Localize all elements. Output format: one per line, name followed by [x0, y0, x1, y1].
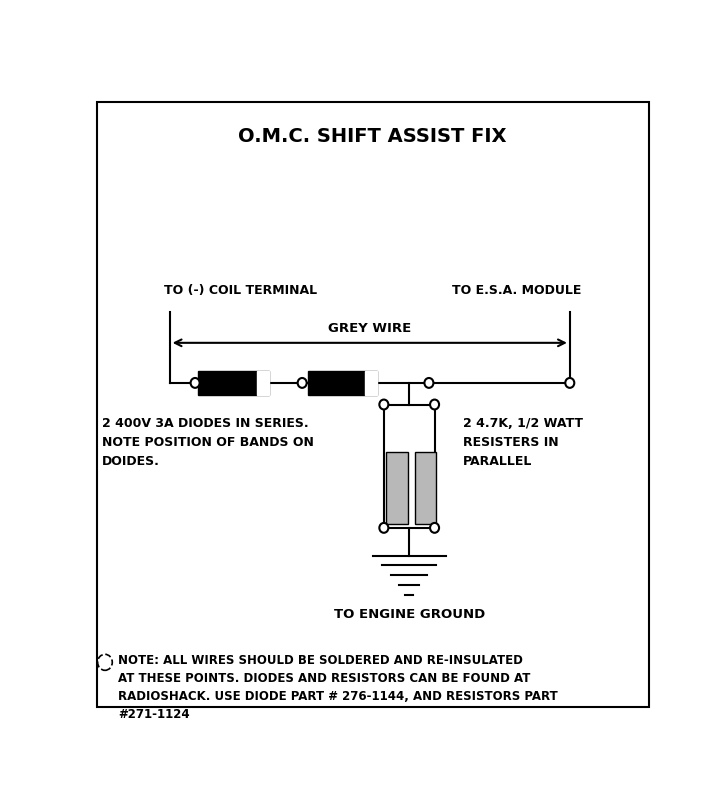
Circle shape	[379, 523, 388, 533]
Bar	[386, 452, 408, 524]
Text: GREY WIRE: GREY WIRE	[328, 323, 411, 336]
Text: TO (-) COIL TERMINAL: TO (-) COIL TERMINAL	[164, 284, 317, 296]
Bar	[415, 452, 436, 524]
Bar	[308, 371, 377, 395]
Circle shape	[430, 523, 439, 533]
Text: O.M.C. SHIFT ASSIST FIX: O.M.C. SHIFT ASSIST FIX	[238, 127, 507, 146]
Text: 2 400V 3A DIODES IN SERIES.
NOTE POSITION OF BANDS ON
DOIDES.: 2 400V 3A DIODES IN SERIES. NOTE POSITIO…	[102, 417, 314, 468]
Circle shape	[425, 378, 433, 388]
Bar	[365, 371, 377, 395]
Circle shape	[97, 654, 112, 670]
Text: TO ENGINE GROUND: TO ENGINE GROUND	[334, 608, 485, 621]
Circle shape	[190, 378, 200, 388]
Circle shape	[379, 400, 388, 409]
Circle shape	[297, 378, 307, 388]
Text: NOTE: ALL WIRES SHOULD BE SOLDERED AND RE-INSULATED
AT THESE POINTS. DIODES AND : NOTE: ALL WIRES SHOULD BE SOLDERED AND R…	[118, 654, 558, 721]
Text: TO E.S.A. MODULE: TO E.S.A. MODULE	[451, 284, 581, 296]
Bar	[257, 371, 269, 395]
Bar	[198, 371, 269, 395]
Text: 2 4.7K, 1/2 WATT
RESISTERS IN
PARALLEL: 2 4.7K, 1/2 WATT RESISTERS IN PARALLEL	[463, 417, 583, 468]
Circle shape	[430, 400, 439, 409]
Circle shape	[566, 378, 574, 388]
